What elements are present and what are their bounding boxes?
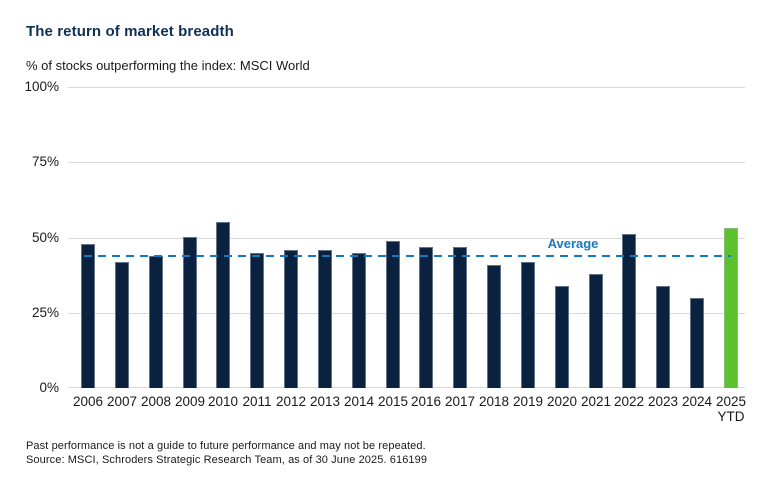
gridline-50 — [68, 238, 745, 239]
chart-title: The return of market breadth — [26, 23, 234, 40]
bar-2014 — [352, 253, 366, 388]
chart-subtitle: % of stocks outperforming the index: MSC… — [26, 58, 310, 73]
x-tick-label-2020: 2020 — [546, 394, 578, 409]
bar-2019 — [521, 262, 535, 388]
x-tick-label-2011: 2011 — [242, 394, 272, 409]
x-tick-label-2023: 2023 — [647, 394, 679, 409]
bar-2013 — [318, 250, 332, 388]
bar-2012 — [284, 250, 298, 388]
x-tick-label-2022: 2022 — [613, 394, 645, 409]
bar-2024 — [690, 298, 704, 388]
x-tick-label-2021: 2021 — [580, 394, 612, 409]
x-tick-label-2010: 2010 — [207, 394, 239, 409]
bar-2023 — [656, 286, 670, 388]
footer-source: Source: MSCI, Schroders Strategic Resear… — [26, 454, 428, 466]
x-tick-label-2015: 2015 — [377, 394, 409, 409]
x-tick-label-2024: 2024 — [681, 394, 713, 409]
bar-2009 — [183, 237, 197, 388]
bar-2006 — [81, 244, 95, 388]
plot-area: Average — [68, 87, 745, 388]
x-tick-label-2025-YTD: 2025 YTD — [715, 394, 747, 424]
bar-2015 — [386, 241, 400, 388]
bar-2022 — [622, 234, 636, 388]
x-tick-label-2012: 2012 — [275, 394, 307, 409]
y-tick-label-75: 75% — [31, 154, 59, 169]
gridline-25 — [68, 313, 745, 314]
y-tick-label-100: 100% — [24, 79, 59, 94]
bar-2007 — [115, 262, 129, 388]
x-tick-label-2013: 2013 — [309, 394, 341, 409]
bar-2008 — [149, 256, 163, 388]
x-tick-label-2008: 2008 — [140, 394, 172, 409]
x-tick-label-2016: 2016 — [410, 394, 442, 409]
bar-2016 — [419, 247, 433, 388]
x-tick-label-2018: 2018 — [478, 394, 510, 409]
y-tick-label-50: 50% — [31, 230, 59, 245]
x-tick-label-2014: 2014 — [343, 394, 375, 409]
average-line — [84, 255, 731, 257]
x-tick-label-2019: 2019 — [512, 394, 544, 409]
gridline-100 — [68, 87, 745, 88]
bar-2018 — [487, 265, 501, 388]
bar-2017 — [453, 247, 467, 388]
y-tick-label-0: 0% — [39, 380, 59, 395]
x-tick-label-2009: 2009 — [174, 394, 206, 409]
bar-2020 — [555, 286, 569, 388]
bar-2010 — [216, 222, 230, 388]
x-tick-label-2017: 2017 — [444, 394, 476, 409]
bar-2011 — [250, 253, 264, 388]
gridline-75 — [68, 162, 745, 163]
bar-2021 — [589, 274, 603, 388]
x-tick-label-2006: 2006 — [72, 394, 104, 409]
x-tick-label-2007: 2007 — [106, 394, 138, 409]
gridline-0 — [68, 387, 745, 388]
y-tick-label-25: 25% — [31, 305, 59, 320]
average-label: Average — [547, 236, 599, 251]
bar-2025-YTD — [724, 228, 738, 388]
footer-disclaimer: Past performance is not a guide to futur… — [26, 440, 426, 452]
